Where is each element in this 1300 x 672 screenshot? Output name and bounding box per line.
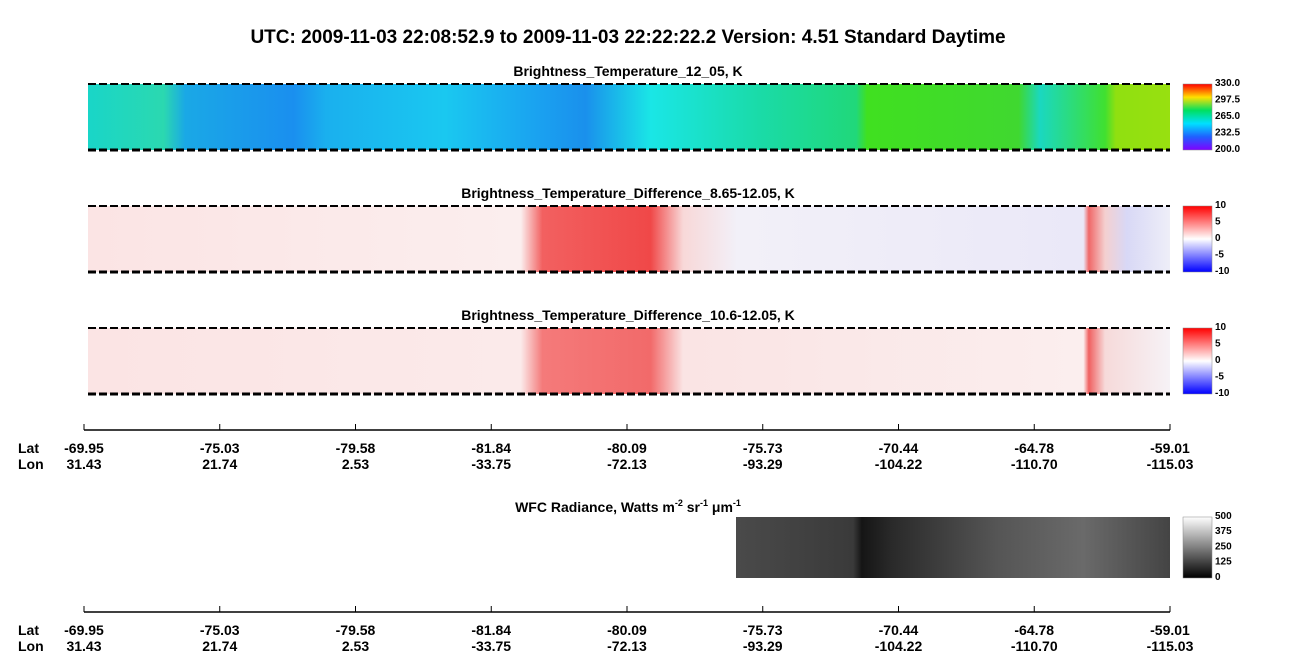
colorbar-label: 0 [1215,355,1221,366]
colorbar-label: 5 [1215,339,1221,350]
panel-image [88,206,1170,272]
lat-label: -70.44 [879,622,919,638]
lat-label: -75.73 [743,440,783,456]
colorbar-label: -5 [1215,372,1224,383]
wfc-title: WFC Radiance, Watts m-2 sr-1 μm-1 [515,498,741,515]
lon-label: -33.75 [471,456,511,472]
colorbar-label: 0 [1215,572,1221,583]
colorbar-label: 5 [1215,217,1221,228]
lon-label: -72.13 [607,456,647,472]
panel-title: Brightness_Temperature_Difference_8.65-1… [461,185,795,201]
lon-label: -104.22 [875,638,923,654]
axis-label: Lat [18,440,39,456]
panel-image [88,328,1170,394]
lat-label: -79.58 [336,440,376,456]
title-part: μm [708,499,733,515]
lat-label: -80.09 [607,622,647,638]
colorbar-label: 200.0 [1215,144,1240,155]
lat-label: -80.09 [607,440,647,456]
colorbar-label: 0 [1215,233,1221,244]
colorbar-label: 125 [1215,557,1232,568]
lat-label: -69.95 [64,622,104,638]
title-sup: -1 [700,498,708,508]
lon-label: -33.75 [471,638,511,654]
colorbar-label: 265.0 [1215,111,1240,122]
axis-label: Lon [18,638,44,654]
panel-image [88,84,1170,150]
colorbar-label: 375 [1215,526,1232,537]
lat-label: -75.03 [200,440,240,456]
lat-label: -69.95 [64,440,104,456]
title-sup: -2 [675,498,683,508]
colorbar [1182,205,1213,273]
lat-label: -75.03 [200,622,240,638]
lon-label: -104.22 [875,456,923,472]
colorbar-label: -5 [1215,250,1224,261]
colorbar-label: 232.5 [1215,128,1240,139]
colorbar-label: -10 [1215,266,1230,277]
colorbar-label: 500 [1215,511,1232,522]
panel-title: Brightness_Temperature_Difference_10.6-1… [461,307,795,323]
lon-label: -93.29 [743,638,783,654]
lat-label: -64.78 [1014,622,1054,638]
lon-label: -110.70 [1011,638,1058,654]
lat-label: -64.78 [1014,440,1054,456]
lon-label: 2.53 [342,456,369,472]
lon-label: -115.03 [1147,456,1194,472]
title-sup: -1 [733,498,741,508]
lat-label: -70.44 [879,440,919,456]
page-title: UTC: 2009-11-03 22:08:52.9 to 2009-11-03… [250,27,1005,48]
colorbar-label: 330.0 [1215,78,1240,89]
lon-label: -115.03 [1147,638,1194,654]
lat-label: -59.01 [1150,440,1190,456]
lon-label: 31.43 [66,456,101,472]
colorbar-label: 10 [1215,322,1227,333]
lon-label: -72.13 [607,638,647,654]
title-part: WFC Radiance, Watts m [515,499,675,515]
lat-label: -81.84 [471,440,511,456]
axis-label: Lat [18,622,39,638]
lat-label: -79.58 [336,622,376,638]
title-part: sr [683,499,701,515]
colorbar-label: 10 [1215,200,1227,211]
lon-label: -93.29 [743,456,783,472]
colorbar [1182,327,1213,395]
wfc-image [736,517,1170,578]
axis-label: Lon [18,456,44,472]
panel-title: Brightness_Temperature_12_05, K [513,63,742,79]
colorbar-label: -10 [1215,388,1230,399]
lat-label: -81.84 [471,622,511,638]
colorbar [1182,516,1213,579]
colorbar-label: 250 [1215,541,1232,552]
lon-label: 2.53 [342,638,369,654]
lon-label: 21.74 [202,638,237,654]
lat-label: -59.01 [1150,622,1190,638]
lat-label: -75.73 [743,622,783,638]
lon-label: 21.74 [202,456,237,472]
colorbar-label: 297.5 [1215,95,1240,106]
lon-label: -110.70 [1011,456,1058,472]
lon-label: 31.43 [66,638,101,654]
colorbar [1182,83,1213,151]
